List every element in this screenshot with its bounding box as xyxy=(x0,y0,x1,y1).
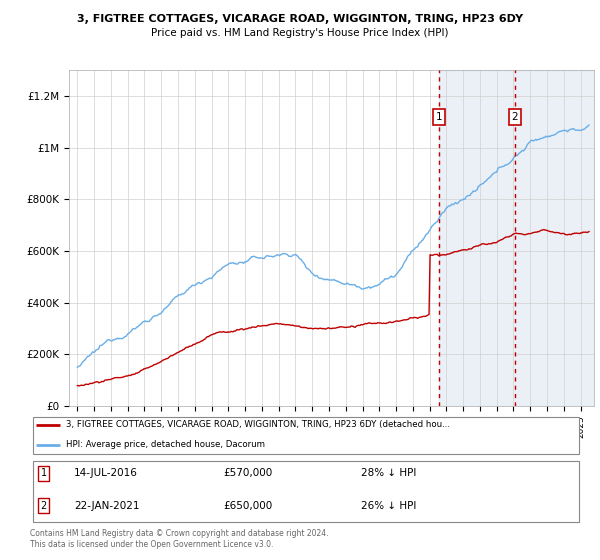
Text: Price paid vs. HM Land Registry's House Price Index (HPI): Price paid vs. HM Land Registry's House … xyxy=(151,28,449,38)
Text: 2: 2 xyxy=(511,112,518,122)
Text: £570,000: £570,000 xyxy=(223,468,272,478)
Text: 26% ↓ HPI: 26% ↓ HPI xyxy=(361,501,416,511)
Text: 1: 1 xyxy=(436,112,442,122)
Text: £650,000: £650,000 xyxy=(223,501,272,511)
Text: Contains HM Land Registry data © Crown copyright and database right 2024.
This d: Contains HM Land Registry data © Crown c… xyxy=(30,529,329,549)
FancyBboxPatch shape xyxy=(33,461,579,522)
Text: 2: 2 xyxy=(41,501,47,511)
Text: 14-JUL-2016: 14-JUL-2016 xyxy=(74,468,138,478)
Bar xyxy=(572,70,594,406)
Text: 3, FIGTREE COTTAGES, VICARAGE ROAD, WIGGINTON, TRING, HP23 6DY (detached hou...: 3, FIGTREE COTTAGES, VICARAGE ROAD, WIGG… xyxy=(66,421,450,430)
Text: 1: 1 xyxy=(41,468,47,478)
FancyBboxPatch shape xyxy=(33,417,579,454)
Text: HPI: Average price, detached house, Dacorum: HPI: Average price, detached house, Daco… xyxy=(66,440,265,449)
Bar xyxy=(439,70,594,406)
Text: 28% ↓ HPI: 28% ↓ HPI xyxy=(361,468,416,478)
Text: 22-JAN-2021: 22-JAN-2021 xyxy=(74,501,140,511)
Text: 3, FIGTREE COTTAGES, VICARAGE ROAD, WIGGINTON, TRING, HP23 6DY: 3, FIGTREE COTTAGES, VICARAGE ROAD, WIGG… xyxy=(77,14,523,24)
